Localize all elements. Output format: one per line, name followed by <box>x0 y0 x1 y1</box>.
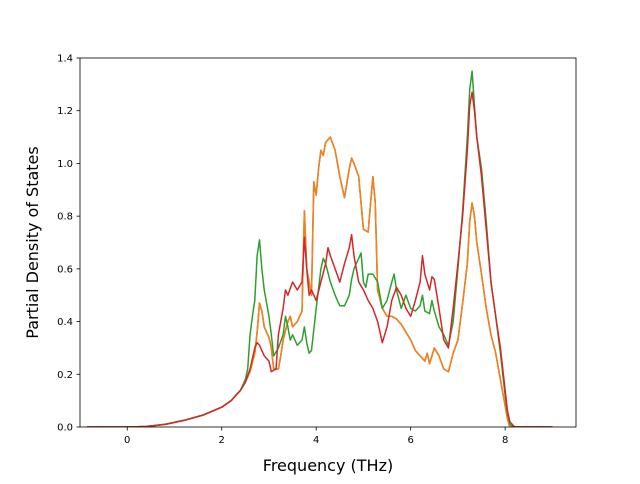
y-tick-label: 1.0 <box>57 159 73 170</box>
x-tick-label: 8 <box>502 435 508 446</box>
y-tick-label: 0.2 <box>57 370 73 381</box>
y-tick-label: 0.6 <box>57 264 73 275</box>
y-tick-label: 0.8 <box>57 212 73 223</box>
series-layer <box>87 70 553 427</box>
plot-frame <box>79 57 577 428</box>
series-line-3 <box>87 70 553 427</box>
y-tick-label: 1.2 <box>57 106 73 117</box>
series-line-2 <box>87 136 553 427</box>
y-tick-label: 0.0 <box>57 423 73 434</box>
x-tick-label: 4 <box>313 435 319 446</box>
x-tick-label: 0 <box>124 435 130 446</box>
x-tick-label: 6 <box>407 435 413 446</box>
series-line-4 <box>87 91 553 427</box>
y-axis-ticks: 0.0 0.2 0.4 0.6 0.8 1.0 1.2 1.4 <box>57 54 80 434</box>
x-tick-label: 2 <box>219 435 225 446</box>
y-axis-label: Partial Density of States <box>23 146 42 338</box>
y-tick-label: 0.4 <box>57 317 73 328</box>
x-axis-label: Frequency (THz) <box>263 456 393 475</box>
x-axis-ticks: 0 2 4 6 8 <box>124 427 508 446</box>
y-tick-label: 1.4 <box>57 54 73 65</box>
